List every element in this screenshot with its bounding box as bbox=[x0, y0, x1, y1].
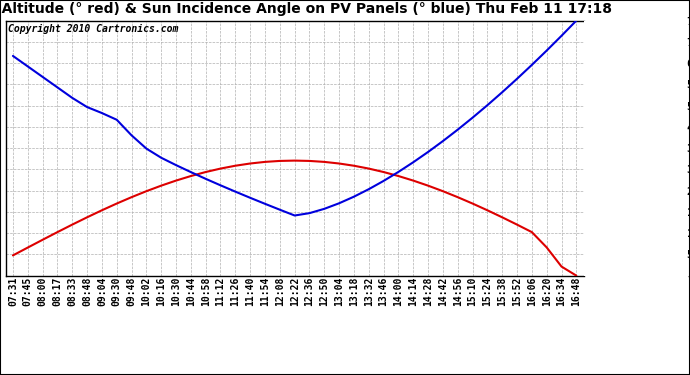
Text: Sun Altitude (° red) & Sun Incidence Angle on PV Panels (° blue) Thu Feb 11 17:1: Sun Altitude (° red) & Sun Incidence Ang… bbox=[0, 2, 612, 16]
Text: Copyright 2010 Cartronics.com: Copyright 2010 Cartronics.com bbox=[8, 24, 179, 34]
